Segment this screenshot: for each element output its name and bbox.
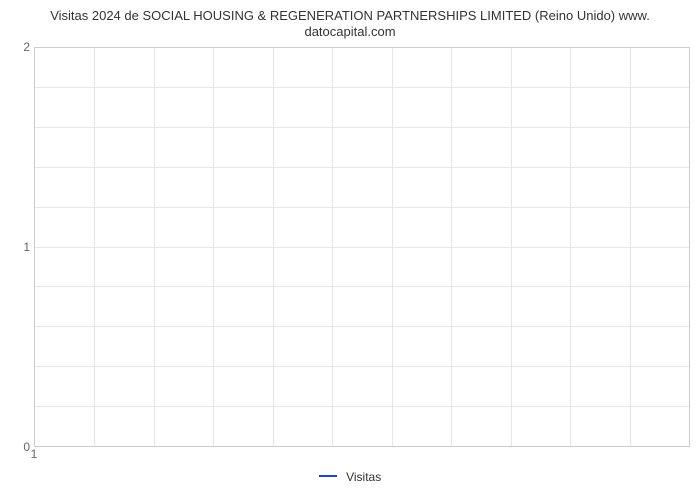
chart-container: Visitas 2024 de SOCIAL HOUSING & REGENER… xyxy=(0,0,700,500)
chart-title-line1: Visitas 2024 de SOCIAL HOUSING & REGENER… xyxy=(10,8,690,24)
gridline-horizontal xyxy=(35,366,689,367)
gridline-vertical xyxy=(630,48,631,446)
legend-label: Visitas xyxy=(346,469,381,483)
y-tick-label: 1 xyxy=(23,240,30,254)
x-axis-ticks: 1 xyxy=(34,447,690,463)
gridline-horizontal xyxy=(35,127,689,128)
gridline-vertical xyxy=(273,48,274,446)
plot-row: 012 xyxy=(10,47,690,447)
y-tick-label: 0 xyxy=(23,440,30,454)
gridline-vertical xyxy=(332,48,333,446)
y-tick-label: 2 xyxy=(23,40,30,54)
y-axis: 012 xyxy=(10,47,34,447)
gridline-horizontal xyxy=(35,326,689,327)
gridline-vertical xyxy=(94,48,95,446)
gridline-horizontal xyxy=(35,167,689,168)
gridline-vertical xyxy=(511,48,512,446)
plot-area xyxy=(34,47,690,447)
gridline-vertical xyxy=(392,48,393,446)
legend: Visitas xyxy=(10,469,690,484)
gridline-vertical xyxy=(154,48,155,446)
gridline-horizontal xyxy=(35,207,689,208)
gridline-vertical xyxy=(213,48,214,446)
x-axis: 1 xyxy=(10,447,690,463)
chart-title: Visitas 2024 de SOCIAL HOUSING & REGENER… xyxy=(10,8,690,41)
gridline-horizontal xyxy=(35,247,689,248)
gridline-horizontal xyxy=(35,286,689,287)
gridline-horizontal xyxy=(35,87,689,88)
chart-title-line2: datocapital.com xyxy=(10,24,690,40)
gridline-vertical xyxy=(570,48,571,446)
gridline-horizontal xyxy=(35,406,689,407)
x-tick-label: 1 xyxy=(31,447,38,461)
legend-swatch xyxy=(319,475,337,477)
gridline-vertical xyxy=(451,48,452,446)
